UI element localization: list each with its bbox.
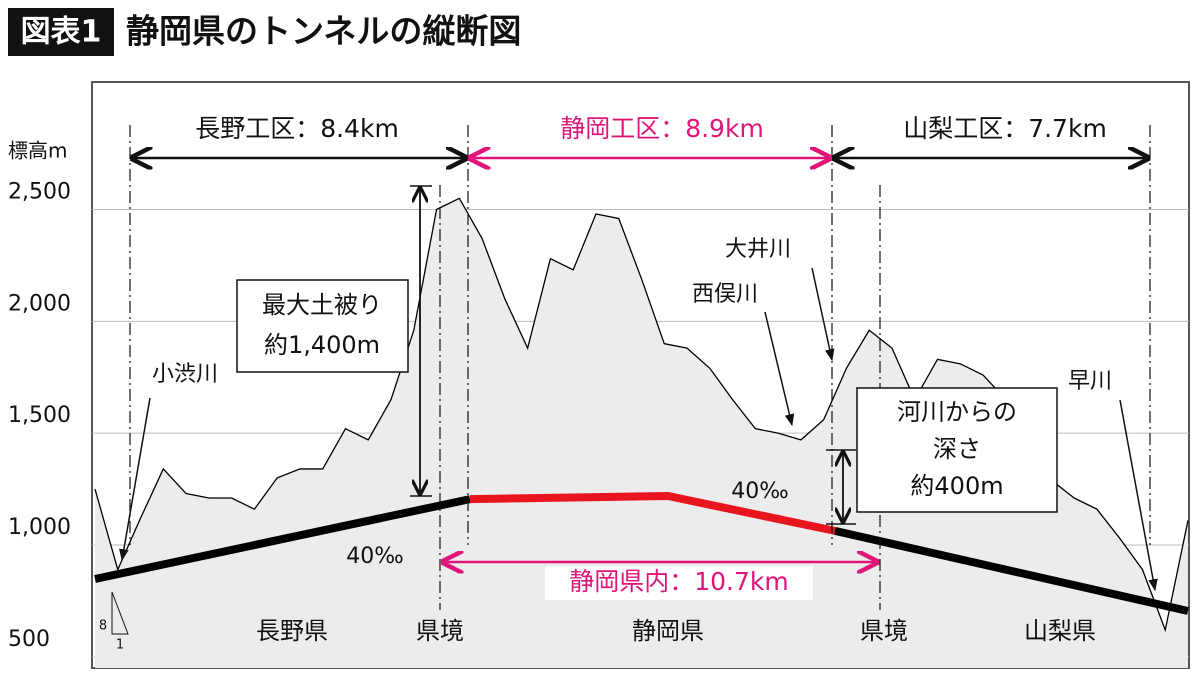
slope-label: 8 — [99, 619, 107, 634]
depth-label: 河川からの — [897, 398, 1017, 426]
badge-box — [8, 8, 114, 56]
cover-box — [236, 279, 409, 373]
river-label: 小渋川 — [152, 362, 218, 387]
region-label: 県境 — [860, 617, 908, 645]
gradient-label: 40‰ — [346, 544, 404, 569]
river-label: 西俣川 — [692, 282, 758, 307]
badge: 図表1 — [21, 15, 102, 50]
river-pointer — [1119, 399, 1158, 592]
region-label: 静岡県 — [632, 617, 704, 645]
tunnel — [94, 495, 471, 583]
section-label: 静岡工区：8.9km — [560, 114, 764, 143]
y-axis-label: 標高m — [8, 139, 67, 163]
river-label: 早川 — [1068, 369, 1112, 394]
y-tick-label: 1,500 — [8, 403, 71, 428]
label-bg — [545, 566, 813, 600]
slope-triangle — [111, 591, 129, 635]
y-tick-label: 1,000 — [8, 515, 71, 540]
tunnel — [469, 491, 836, 535]
y-tick-label: 2,000 — [8, 291, 71, 316]
tunnel — [834, 526, 1189, 615]
river-pointer — [811, 267, 835, 362]
in-prefecture-label: 静岡県内：10.7km — [569, 567, 789, 596]
depth-box — [856, 387, 1058, 513]
slope-label: 1 — [116, 638, 124, 653]
y-tick-label: 2,500 — [8, 179, 71, 204]
region-label: 県境 — [416, 617, 464, 645]
chart-title: 静岡県のトンネルの縦断図 — [126, 12, 521, 51]
river-pointer — [119, 397, 151, 562]
section-label: 長野工区：8.4km — [195, 114, 399, 143]
cover-label: 約1,400m — [264, 331, 380, 359]
river-label: 大井川 — [725, 237, 791, 262]
region-label: 山梨県 — [1024, 617, 1096, 645]
river-pointer — [764, 311, 795, 427]
gradient-label: 40‰ — [731, 479, 789, 504]
cover-label: 最大土被り — [262, 291, 382, 319]
depth-label: 深さ — [933, 435, 981, 463]
region-label: 長野県 — [256, 617, 328, 645]
section-label: 山梨工区：7.7km — [903, 114, 1107, 143]
depth-label: 約400m — [910, 472, 1003, 500]
y-tick-label: 500 — [8, 627, 50, 652]
